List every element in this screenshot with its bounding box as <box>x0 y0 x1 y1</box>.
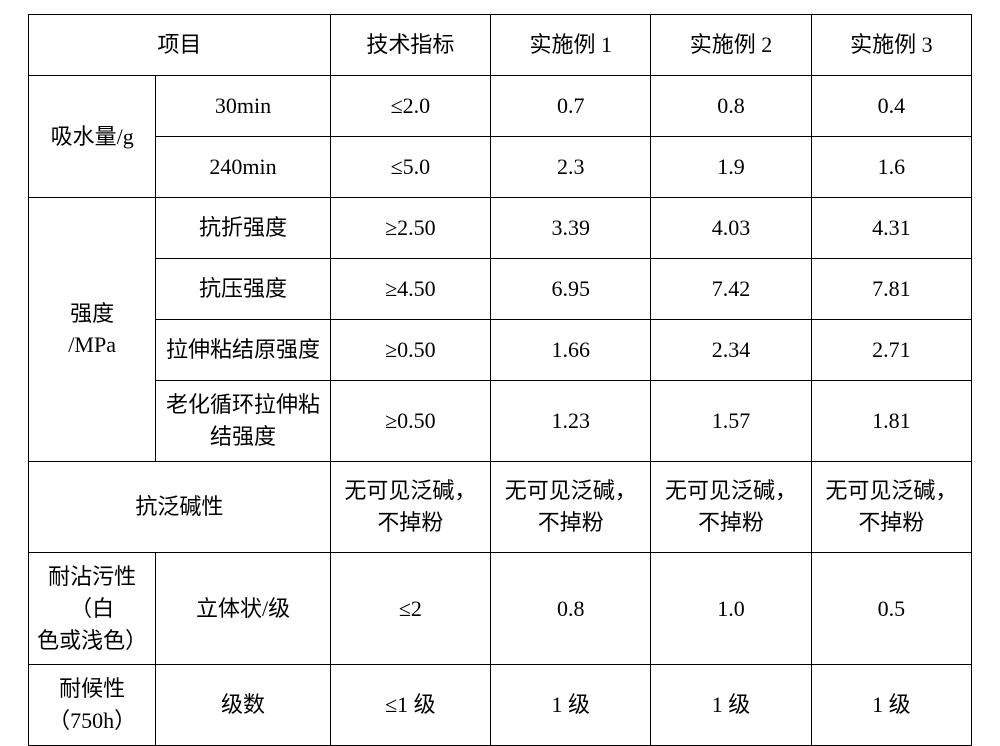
cell-line: 不掉粉 <box>377 510 443 535</box>
cell-line: 无可见泛碱， <box>825 478 957 503</box>
cell-e3: 1.6 <box>811 137 971 198</box>
group-label-line: 耐沾污性（白 <box>48 564 136 621</box>
header-example-3: 实施例 3 <box>811 15 971 76</box>
cell-line: 无可见泛碱， <box>665 478 797 503</box>
table-row: 吸水量/g 30min ≤2.0 0.7 0.8 0.4 <box>29 76 972 137</box>
header-tech-spec: 技术指标 <box>330 15 490 76</box>
table-row: 老化循环拉伸粘 结强度 ≥0.50 1.23 1.57 1.81 <box>29 381 972 462</box>
sub-label: 抗压强度 <box>156 259 330 320</box>
table-header-row: 项目 技术指标 实施例 1 实施例 2 实施例 3 <box>29 15 972 76</box>
cell-spec: ≤2 <box>330 552 490 665</box>
group-label-weather: 耐候性 （750h） <box>29 665 156 746</box>
table-row: 耐候性 （750h） 级数 ≤1 级 1 级 1 级 1 级 <box>29 665 972 746</box>
cell-e1: 6.95 <box>491 259 651 320</box>
cell-e2: 7.42 <box>651 259 811 320</box>
cell-spec: ≤5.0 <box>330 137 490 198</box>
table-row: 240min ≤5.0 2.3 1.9 1.6 <box>29 137 972 198</box>
cell-e3: 7.81 <box>811 259 971 320</box>
group-label-strength: 强度 /MPa <box>29 198 156 462</box>
group-label-stain: 耐沾污性（白 色或浅色） <box>29 552 156 665</box>
cell-line: 无可见泛碱， <box>344 478 476 503</box>
cell-e3: 0.5 <box>811 552 971 665</box>
cell-line: 不掉粉 <box>858 510 924 535</box>
cell-e2: 4.03 <box>651 198 811 259</box>
sub-label: 拉伸粘结原强度 <box>156 320 330 381</box>
sub-label: 老化循环拉伸粘 结强度 <box>156 381 330 462</box>
cell-e3: 2.71 <box>811 320 971 381</box>
cell-e1: 1 级 <box>491 665 651 746</box>
table-row: 抗压强度 ≥4.50 6.95 7.42 7.81 <box>29 259 972 320</box>
cell-spec: ≤1 级 <box>330 665 490 746</box>
sub-label-line: 结强度 <box>210 424 276 449</box>
cell-e2: 1.57 <box>651 381 811 462</box>
cell-spec: ≥0.50 <box>330 320 490 381</box>
cell-spec: ≥0.50 <box>330 381 490 462</box>
header-project: 项目 <box>29 15 331 76</box>
header-example-2: 实施例 2 <box>651 15 811 76</box>
cell-e1: 3.39 <box>491 198 651 259</box>
cell-line: 不掉粉 <box>538 510 604 535</box>
group-label-absorption: 吸水量/g <box>29 76 156 198</box>
sub-label-line: 老化循环拉伸粘 <box>166 392 320 417</box>
table-row: 拉伸粘结原强度 ≥0.50 1.66 2.34 2.71 <box>29 320 972 381</box>
cell-e2: 1.0 <box>651 552 811 665</box>
group-label-line: （750h） <box>48 708 136 733</box>
cell-e3: 0.4 <box>811 76 971 137</box>
sub-label: 立体状/级 <box>156 552 330 665</box>
cell-e3: 4.31 <box>811 198 971 259</box>
table-row: 耐沾污性（白 色或浅色） 立体状/级 ≤2 0.8 1.0 0.5 <box>29 552 972 665</box>
table-row: 抗泛碱性 无可见泛碱， 不掉粉 无可见泛碱， 不掉粉 无可见泛碱， 不掉粉 无可… <box>29 461 972 552</box>
sub-label: 级数 <box>156 665 330 746</box>
cell-line: 不掉粉 <box>698 510 764 535</box>
cell-spec: ≤2.0 <box>330 76 490 137</box>
cell-e2: 2.34 <box>651 320 811 381</box>
cell-e3: 无可见泛碱， 不掉粉 <box>811 461 971 552</box>
cell-e1: 2.3 <box>491 137 651 198</box>
group-label-line: 强度 <box>70 301 114 326</box>
header-example-1: 实施例 1 <box>491 15 651 76</box>
spec-table: 项目 技术指标 实施例 1 实施例 2 实施例 3 吸水量/g 30min ≤2… <box>28 14 972 746</box>
cell-spec: 无可见泛碱， 不掉粉 <box>330 461 490 552</box>
table-row: 强度 /MPa 抗折强度 ≥2.50 3.39 4.03 4.31 <box>29 198 972 259</box>
cell-line: 无可见泛碱， <box>505 478 637 503</box>
cell-e1: 无可见泛碱， 不掉粉 <box>491 461 651 552</box>
cell-spec: ≥2.50 <box>330 198 490 259</box>
cell-e2: 无可见泛碱， 不掉粉 <box>651 461 811 552</box>
sub-label: 抗折强度 <box>156 198 330 259</box>
cell-e1: 0.8 <box>491 552 651 665</box>
cell-e1: 1.23 <box>491 381 651 462</box>
group-label-line: 耐候性 <box>59 676 125 701</box>
cell-e2: 0.8 <box>651 76 811 137</box>
cell-e3: 1.81 <box>811 381 971 462</box>
cell-e2: 1.9 <box>651 137 811 198</box>
cell-e2: 1 级 <box>651 665 811 746</box>
cell-e1: 0.7 <box>491 76 651 137</box>
group-label-line: /MPa <box>68 332 116 357</box>
sub-label: 240min <box>156 137 330 198</box>
sub-label: 30min <box>156 76 330 137</box>
cell-e1: 1.66 <box>491 320 651 381</box>
cell-spec: ≥4.50 <box>330 259 490 320</box>
cell-e3: 1 级 <box>811 665 971 746</box>
group-label-line: 色或浅色） <box>37 628 147 653</box>
group-label-alkali: 抗泛碱性 <box>29 461 331 552</box>
